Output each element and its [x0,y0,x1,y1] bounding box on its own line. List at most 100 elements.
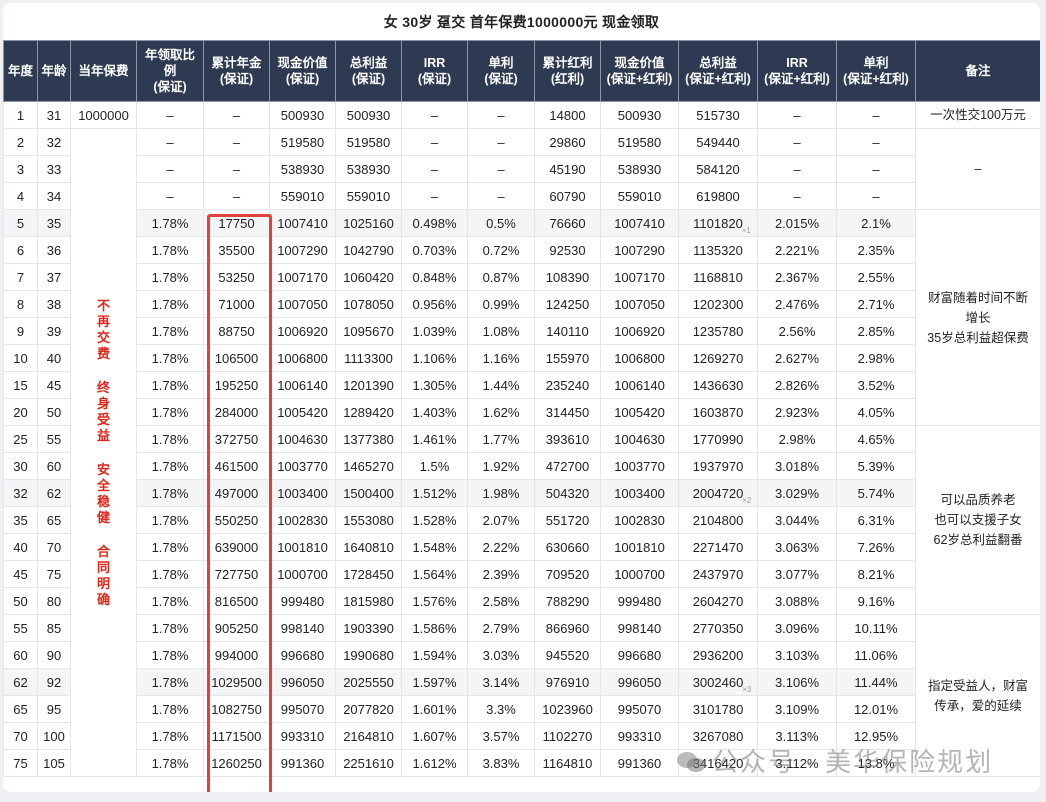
remark-line: 一次性交100万元 [930,108,1026,122]
column-header-line: 例 [163,64,177,78]
cell-age: 32 [37,128,71,156]
cell-cv: 995070 [269,695,336,723]
column-header: 单利 (保证) [467,40,535,102]
column-header-line: 累计年金 [211,56,262,70]
cell-total2: 2936200 [678,641,758,669]
slogan-char: 受 [96,411,110,427]
column-header-line: (保证+红利) [685,72,751,86]
cell-total2: 1135320 [678,236,758,264]
cell-total2: 2770350 [678,614,758,642]
column-header-line: (保证) [219,72,254,86]
cell-cv: 500930 [269,101,336,129]
column-header: IRR (保证+红利) [757,40,837,102]
slogan-gap [71,526,136,544]
cell-irr: 1.106% [401,344,468,372]
cell-ratio: 1.78% [136,722,204,750]
cell-simple: 2.79% [467,614,535,642]
cell-ratio: 1.78% [136,317,204,345]
cell-simple2: 2.55% [836,263,916,291]
column-header: 单利 (保证+红利) [836,40,916,102]
table-row: 10 40 1.78% 106500 1006800 1113300 1.106% 1.16%… [3,344,1041,372]
cell-cv: 559010 [269,182,336,210]
cell-bonus: 1102270 [534,722,601,750]
table-row: 62 92 1.78% 1029500 996050 2025550 1.597% 3.14%… [3,668,1041,696]
cell-ratio: 1.78% [136,425,204,453]
cell-simple: 1.44% [467,371,535,399]
cell-cv2: 1002830 [600,506,679,534]
cell-total: 2077820 [335,695,402,723]
cell-irr2: 2.923% [757,398,837,426]
cell-cv2: 993310 [600,722,679,750]
cell-total: 1289420 [335,398,402,426]
remark-line: – [974,162,982,176]
cell-simple: 3.3% [467,695,535,723]
cell-total2: 1101820 ×1 [678,209,758,237]
cell-cv2: 1006920 [600,317,679,345]
cell-cv: 1000700 [269,560,336,588]
cell-year: 45 [3,560,38,588]
column-header-line: (保证+红利) [764,72,830,86]
cell-cv2: 1007290 [600,236,679,264]
cell-simple2: 10.11% [836,614,916,642]
column-header: IRR (保证) [401,40,468,102]
cell-simple: – [467,155,535,183]
cell-bonus: 235240 [534,371,601,399]
multiple-marker: ×1 [741,225,751,235]
cell-annuity: 372750 [203,425,270,453]
cell-bonus: 155970 [534,344,601,372]
cell-simple2: 5.39% [836,452,916,480]
cell-irr: – [401,182,468,210]
cell-simple2: – [836,155,916,183]
cell-simple: – [467,182,535,210]
cell-irr2: 2.015% [757,209,837,237]
cell-irr2: – [757,155,837,183]
cell-simple2: 9.16% [836,587,916,615]
cell-ratio: – [136,155,204,183]
multiple-marker: ×2 [742,495,752,505]
cell-total2: 1603870 [678,398,758,426]
cell-irr2: 3.088% [757,587,837,615]
table-body: 1 31 1000000– –500930 500930– –14800 500930 515… [3,101,1041,777]
table-title: 女 30岁 趸交 首年保费1000000元 现金领取 [383,14,660,30]
cell-total: 1640810 [335,533,402,561]
column-header-line: 当年保费 [78,64,129,78]
table-row: 75 105 1.78% 1260250 991360 2251610 1.612% 3.83… [3,749,1041,777]
cell-total2: 1235780 [678,317,758,345]
cell-year: 6 [3,236,38,264]
cell-total2: 1436630 [678,371,758,399]
cell-simple: 2.07% [467,506,535,534]
cell-total: 1201390 [335,371,402,399]
cell-age: 80 [37,587,71,615]
cell-total: 1990680 [335,641,402,669]
cell-age: 95 [37,695,71,723]
table-row: 50 80 1.78% 816500 999480 1815980 1.576% 2.58% 7… [3,587,1041,615]
column-header-line: (保证) [153,80,187,94]
cell-simple2: 8.21% [836,560,916,588]
cell-irr: 1.607% [401,722,468,750]
cell-annuity: 35500 [203,236,270,264]
cell-irr2: 2.56% [757,317,837,345]
cell-total2: 1937970 [678,452,758,480]
cell-irr2: – [757,101,837,129]
column-header-line: (保证) [351,72,386,86]
cell-cv2: 1003400 [600,479,679,507]
cell-simple: – [467,128,535,156]
cell-age: 90 [37,641,71,669]
cell-simple: 3.14% [467,668,535,696]
cell-annuity: 994000 [203,641,270,669]
table-row: 20 50 1.78% 284000 1005420 1289420 1.403% 1.62%… [3,398,1041,426]
cell-irr: – [401,155,468,183]
slogan-char: 全 [96,477,110,493]
cell-irr2: 3.109% [757,695,837,723]
cell-age: 45 [37,371,71,399]
cell-total: 1113300 [335,344,402,372]
cell-irr: – [401,128,468,156]
cell-irr2: 3.077% [757,560,837,588]
cell-bonus: 29860 [534,128,601,156]
cell-cv: 1006920 [269,317,336,345]
cell-cv2: 519580 [600,128,679,156]
cell-total2: 3002460 ×3 [678,668,758,696]
column-header-line: 现金价值 [614,56,665,70]
cell-cv2: 1004630 [600,425,679,453]
cell-simple: 3.83% [467,749,535,777]
